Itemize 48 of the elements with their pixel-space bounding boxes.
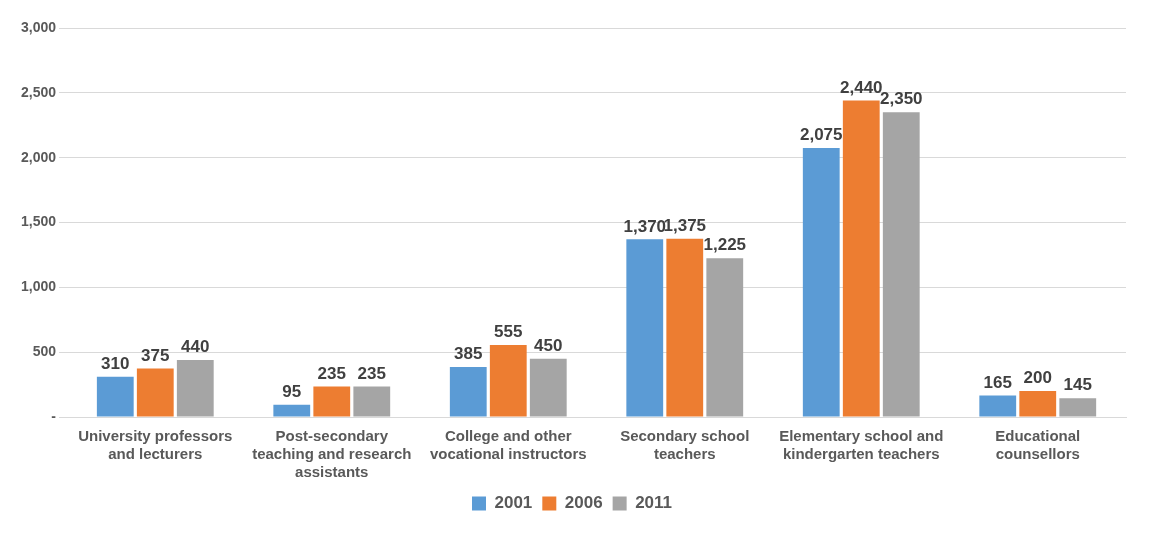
y-tick-label: 3,000 bbox=[20, 18, 57, 35]
bar bbox=[136, 368, 174, 417]
data-label: 385 bbox=[454, 344, 483, 364]
y-tick-label: 2,000 bbox=[20, 148, 57, 165]
y-tick-label: 1,000 bbox=[20, 278, 57, 295]
data-label: 235 bbox=[317, 363, 346, 383]
data-label: 2,075 bbox=[799, 125, 843, 145]
x-tick-label: Post-secondary teaching and research assistants bbox=[252, 427, 412, 481]
bar bbox=[313, 386, 351, 417]
bar bbox=[842, 100, 880, 417]
bar bbox=[802, 147, 840, 417]
y-tick-label: 2,500 bbox=[20, 83, 57, 100]
data-label: 165 bbox=[983, 372, 1012, 392]
data-label: 1,225 bbox=[703, 235, 747, 255]
y-tick-label: 500 bbox=[32, 343, 57, 360]
data-label: 375 bbox=[141, 345, 170, 365]
legend-label: 2006 bbox=[564, 493, 603, 513]
bar bbox=[489, 345, 527, 417]
y-tick-label: 1,500 bbox=[20, 213, 57, 230]
bar bbox=[979, 395, 1017, 417]
x-tick-label: Elementary school and kindergarten teachers bbox=[779, 427, 944, 463]
bar bbox=[626, 239, 664, 417]
bar bbox=[706, 258, 744, 417]
bar bbox=[449, 367, 487, 417]
x-tick-label: College and other vocational instructors bbox=[429, 427, 587, 463]
legend-label: 2011 bbox=[635, 493, 673, 513]
bar bbox=[529, 358, 567, 417]
bar bbox=[353, 386, 391, 417]
x-tick-label: University professors and lecturers bbox=[78, 427, 233, 463]
data-label: 145 bbox=[1063, 375, 1092, 395]
bar bbox=[1059, 398, 1097, 417]
x-tick-label: Secondary school teachers bbox=[620, 427, 750, 463]
legend-label: 2001 bbox=[494, 493, 533, 513]
bar bbox=[882, 112, 920, 417]
data-label: 450 bbox=[534, 335, 563, 355]
data-label: 310 bbox=[101, 353, 130, 373]
data-label: 235 bbox=[357, 363, 386, 383]
y-tick-label: - bbox=[51, 407, 57, 424]
bar bbox=[176, 359, 214, 417]
data-label: 95 bbox=[282, 381, 302, 401]
x-tick-label: Educational counsellors bbox=[995, 427, 1081, 463]
bar bbox=[273, 404, 311, 417]
bar bbox=[96, 376, 134, 417]
data-label: 440 bbox=[181, 337, 210, 357]
data-label: 200 bbox=[1023, 368, 1052, 388]
data-label: 555 bbox=[494, 322, 523, 342]
bar bbox=[1019, 391, 1057, 417]
bar bbox=[666, 238, 704, 417]
